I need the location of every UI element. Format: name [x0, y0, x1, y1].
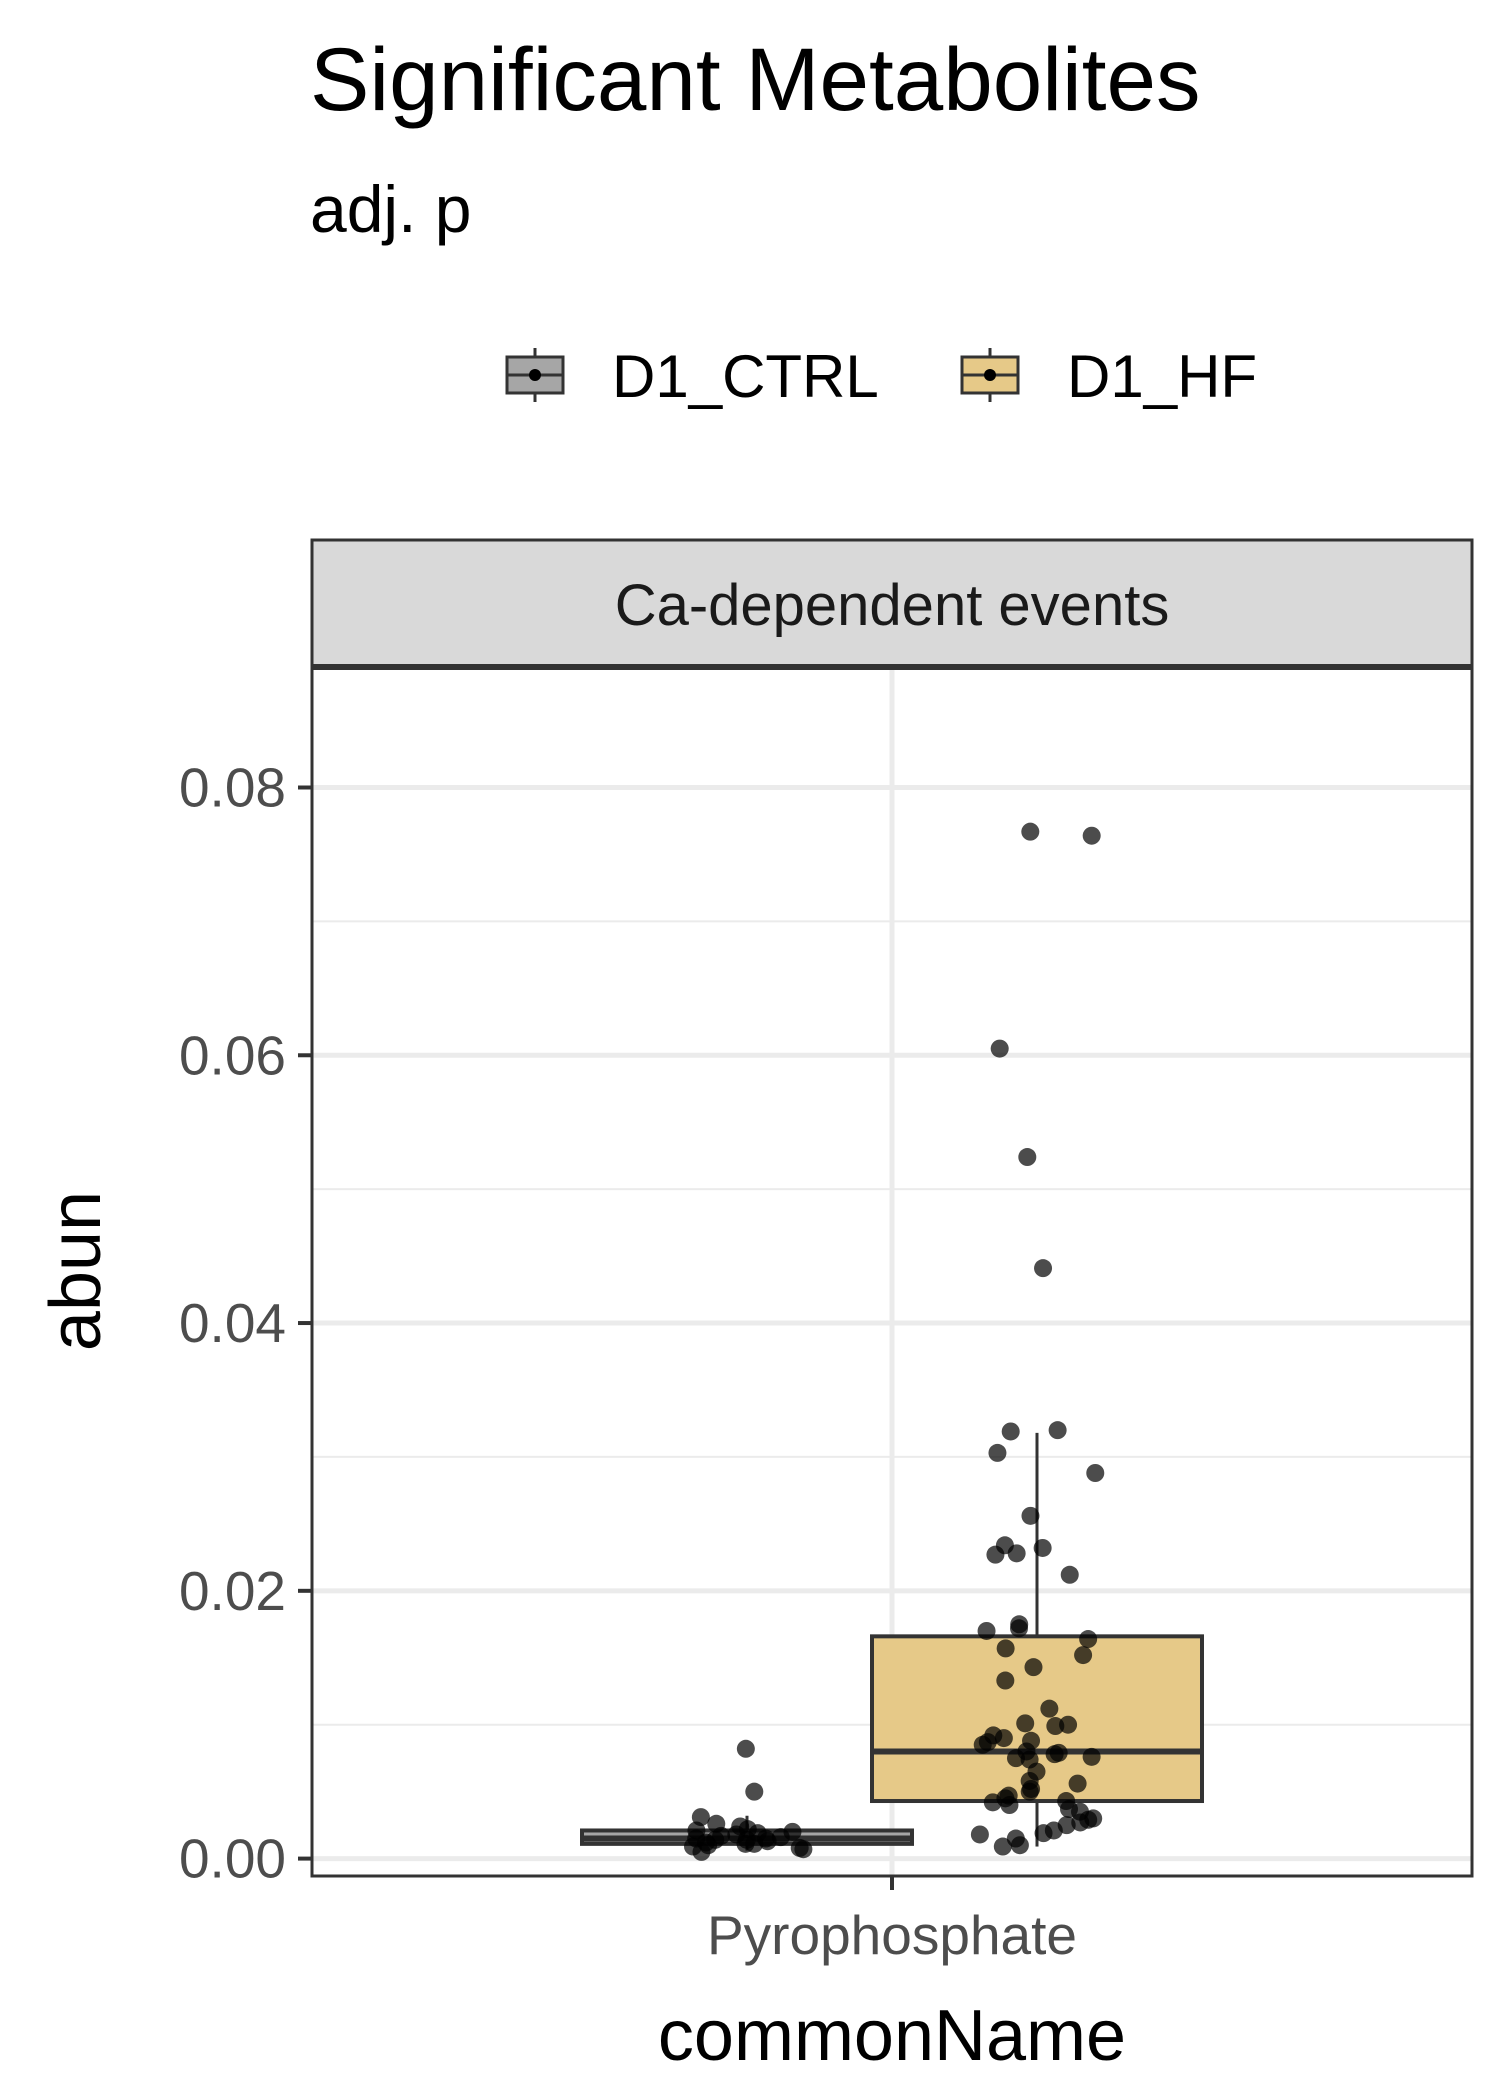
y-tick-label: 0.00 — [179, 1828, 286, 1890]
y-axis: 0.00 0.02 0.04 0.06 0.08 — [179, 756, 312, 1890]
point-d1-hf — [1048, 1421, 1067, 1440]
chart-title: Significant Metabolites — [310, 29, 1200, 129]
point-d1-hf — [1082, 826, 1101, 845]
point-d1-hf — [1016, 1714, 1035, 1733]
point-d1-hf — [986, 1545, 1005, 1564]
point-d1-hf — [1033, 1538, 1052, 1557]
legend-key-hf — [960, 348, 1020, 402]
point-d1-hf — [1020, 1782, 1039, 1801]
point-d1-hf — [993, 1837, 1012, 1856]
point-d1-hf — [1010, 1836, 1029, 1855]
point-d1-hf — [1086, 1464, 1105, 1482]
point-d1-hf — [1082, 1747, 1101, 1766]
point-d1-hf — [973, 1735, 992, 1754]
facet-strip-label: Ca-dependent events — [615, 573, 1170, 638]
legend: D1_CTRL D1_HF — [505, 343, 1257, 410]
y-tick-label: 0.02 — [179, 1560, 286, 1622]
facet-strip: Ca-dependent events — [310, 538, 1474, 669]
x-tick-label: Pyrophosphate — [707, 1904, 1077, 1966]
x-axis-title: commonName — [658, 1996, 1126, 2076]
point-d1-hf — [1079, 1630, 1098, 1649]
point-d1-hf — [996, 1671, 1015, 1690]
point-d1-ctrl — [692, 1842, 711, 1861]
point-d1-hf — [1074, 1646, 1093, 1665]
point-d1-hf — [1071, 1813, 1090, 1832]
y-axis-title: abun — [36, 1191, 116, 1351]
chart-subtitle: adj. p — [310, 172, 471, 246]
point-d1-hf — [1046, 1717, 1065, 1736]
point-d1-hf — [988, 1443, 1007, 1462]
point-d1-hf — [1021, 1506, 1040, 1525]
point-d1-ctrl — [736, 1739, 755, 1758]
point-d1-hf — [1007, 1544, 1026, 1563]
point-d1-hf — [1010, 1619, 1029, 1638]
point-d1-hf — [1045, 1745, 1064, 1764]
point-d1-hf — [1000, 1796, 1019, 1815]
y-tick-label: 0.08 — [179, 756, 286, 818]
point-d1-hf — [1034, 1824, 1053, 1843]
point-d1-hf — [996, 1639, 1015, 1658]
legend-key-ctrl — [505, 348, 565, 402]
point-d1-hf — [1040, 1699, 1059, 1718]
point-d1-hf — [1034, 1259, 1053, 1278]
point-d1-ctrl — [736, 1834, 755, 1853]
point-d1-hf — [983, 1793, 1002, 1812]
data-points — [684, 822, 1105, 1861]
point-d1-hf — [1001, 1422, 1020, 1441]
y-tick-label: 0.04 — [179, 1292, 286, 1354]
point-d1-ctrl — [758, 1832, 777, 1851]
point-d1-hf — [994, 1729, 1013, 1748]
point-d1-hf — [1021, 822, 1040, 841]
point-d1-hf — [977, 1621, 996, 1640]
point-d1-hf — [990, 1039, 1009, 1058]
point-d1-hf — [1068, 1774, 1087, 1793]
point-d1-hf — [1060, 1565, 1079, 1584]
point-d1-ctrl — [794, 1840, 813, 1859]
gridlines — [312, 667, 1472, 1876]
point-d1-hf — [970, 1825, 989, 1844]
legend-label-ctrl: D1_CTRL — [612, 343, 879, 410]
x-axis: Pyrophosphate — [707, 1876, 1077, 1966]
legend-label-hf: D1_HF — [1067, 343, 1257, 410]
point-d1-hf — [1006, 1749, 1025, 1768]
point-d1-ctrl — [745, 1782, 764, 1801]
point-d1-hf — [1018, 1148, 1037, 1167]
y-tick-label: 0.06 — [179, 1024, 286, 1086]
point-d1-hf — [1024, 1658, 1043, 1677]
